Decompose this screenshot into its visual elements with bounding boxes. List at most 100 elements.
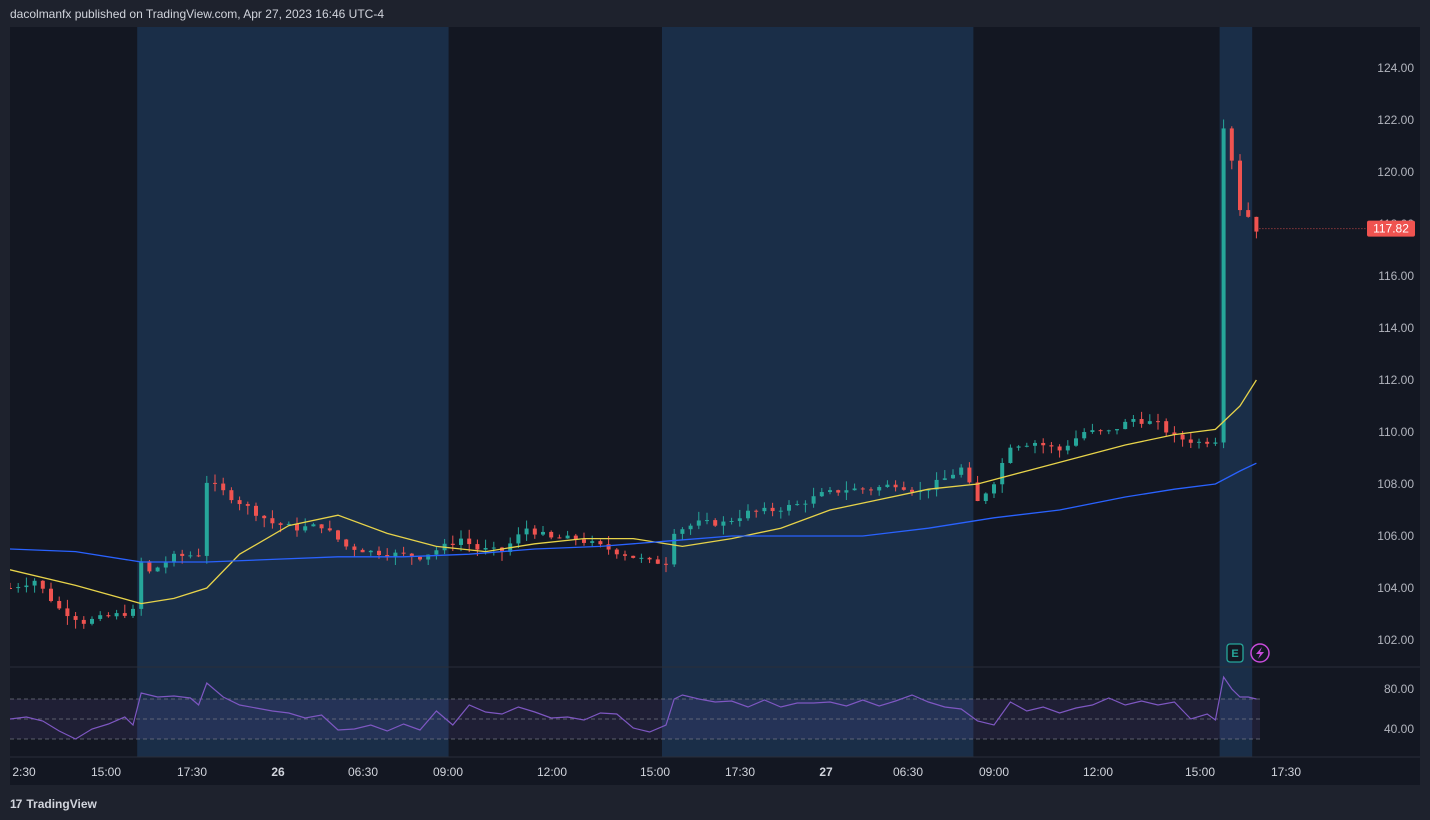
price-axis-label: 104.00: [1377, 581, 1414, 595]
candle-body: [1197, 441, 1201, 443]
price-axis-label: 120.00: [1377, 165, 1414, 179]
candle-body: [98, 615, 103, 619]
chart-panel[interactable]: 124.00122.00120.00118.00116.00114.00112.…: [10, 27, 1420, 785]
candle-body: [942, 478, 947, 480]
candle-body: [10, 588, 12, 589]
candle-body: [696, 520, 701, 526]
candle-body: [1033, 442, 1037, 446]
tradingview-brand-label: TradingView: [26, 797, 97, 811]
candle-body: [147, 561, 152, 572]
candle-body: [172, 553, 176, 563]
candle-body: [188, 555, 193, 557]
candle-body: [901, 487, 906, 490]
candle-body: [590, 541, 595, 543]
candle-body: [229, 490, 234, 501]
candle-body: [795, 504, 800, 506]
candle-body: [336, 530, 340, 540]
candle-body: [180, 553, 185, 556]
candle-body: [24, 585, 29, 588]
time-axis-label: 17:30: [177, 765, 207, 779]
candle-body: [475, 544, 480, 550]
tradingview-logo-icon: 17: [10, 797, 22, 811]
candle-body: [393, 552, 398, 557]
candle-body: [926, 489, 931, 491]
candle-body: [877, 487, 882, 491]
tradingview-footer[interactable]: 17 TradingView: [10, 797, 97, 811]
candle-body: [401, 552, 406, 554]
candle-body: [1057, 446, 1062, 451]
candle-body: [713, 520, 718, 526]
candle-body: [278, 523, 283, 525]
candle-body: [1205, 441, 1210, 444]
candle-body: [65, 608, 70, 617]
moving-average-slow-line: [10, 462, 1257, 563]
time-axis-label: 09:00: [433, 765, 463, 779]
candle-body: [1246, 210, 1251, 217]
time-axis-label: 15:00: [1185, 765, 1215, 779]
candle-body: [426, 554, 431, 560]
candle-body: [286, 523, 291, 525]
last-price-tag: [1367, 220, 1415, 237]
candle-body: [1139, 419, 1144, 424]
candle-body: [1115, 429, 1119, 431]
candle-body: [500, 547, 504, 552]
candle-body: [844, 490, 849, 493]
candle-body: [770, 507, 775, 512]
candle-body: [836, 490, 841, 493]
candle-body: [57, 600, 62, 609]
price-axis-label: 112.00: [1378, 373, 1414, 387]
candle-body: [40, 580, 45, 589]
candle-body: [73, 616, 78, 620]
candle-body: [803, 503, 808, 505]
price-axis-label: 122.00: [1377, 113, 1414, 127]
candle-body: [1180, 434, 1185, 440]
candle-body: [1016, 446, 1021, 448]
candle-body: [106, 615, 111, 617]
candle-body: [1065, 445, 1070, 451]
candle-body: [1123, 421, 1128, 430]
candle-body: [582, 539, 586, 543]
candle-body: [344, 539, 349, 547]
candle-body: [762, 507, 767, 512]
candle-body: [1131, 419, 1136, 422]
candle-body: [1221, 128, 1226, 443]
candle-body: [155, 567, 160, 572]
candle-body: [655, 559, 660, 564]
candle-body: [869, 489, 873, 491]
price-axis-label: 102.00: [1377, 633, 1414, 647]
candle-body: [754, 510, 759, 512]
candle-body: [1172, 432, 1177, 435]
candle-body: [598, 541, 603, 545]
price-chart-svg[interactable]: 124.00122.00120.00118.00116.00114.00112.…: [10, 27, 1420, 785]
candle-body: [221, 483, 226, 491]
candle-body: [614, 549, 619, 555]
candle-body: [213, 482, 217, 484]
rsi-line: [10, 675, 1257, 740]
candle-body: [811, 496, 816, 504]
session-highlight-0: [137, 27, 449, 757]
candle-body: [483, 547, 488, 550]
candle-body: [910, 489, 914, 492]
candle-body: [557, 537, 562, 539]
candle-body: [204, 482, 209, 556]
earnings-marker[interactable]: [1226, 643, 1244, 663]
candle-body: [787, 504, 791, 511]
candle-body: [311, 524, 316, 527]
candle-body: [1000, 462, 1005, 485]
candle-body: [467, 538, 472, 545]
price-axis-label: 110.00: [1378, 425, 1414, 439]
candle-body: [16, 587, 21, 589]
candle-body: [237, 500, 242, 505]
candle-body: [1041, 442, 1046, 446]
time-axis-label: 12:00: [537, 765, 567, 779]
candle-body: [303, 526, 308, 531]
candle-body: [852, 488, 857, 491]
candle-body: [352, 546, 357, 550]
candle-body: [647, 557, 652, 560]
time-axis-label: 2:30: [12, 765, 36, 779]
candle-body: [524, 528, 529, 535]
candle-body: [951, 474, 955, 479]
rsi-axis-label: 80.00: [1384, 682, 1414, 696]
time-axis-label: 15:00: [640, 765, 670, 779]
candle-body: [623, 554, 627, 556]
